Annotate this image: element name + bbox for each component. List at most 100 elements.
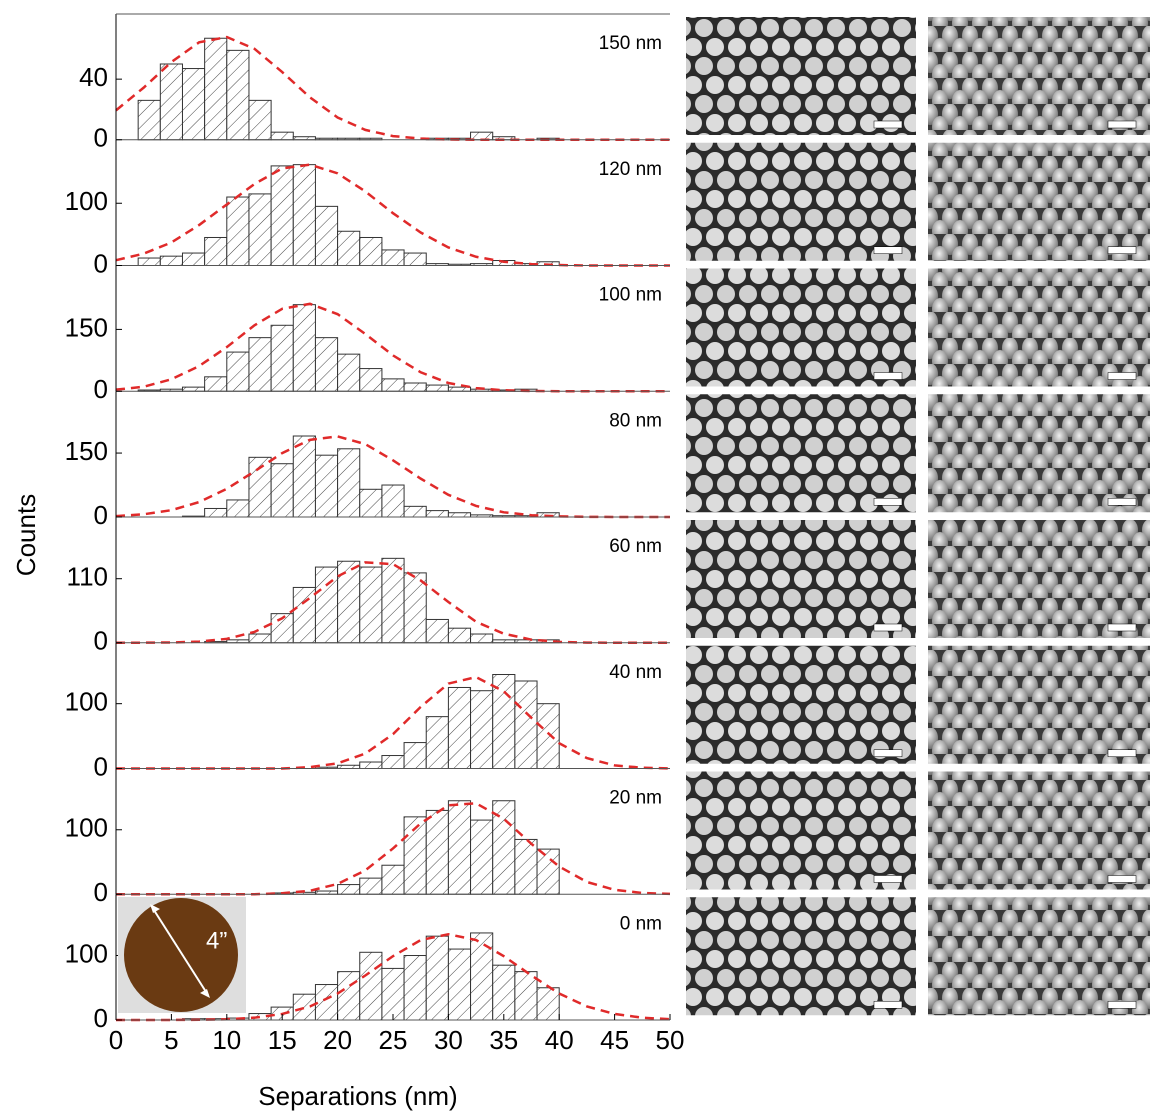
bar — [248, 337, 272, 392]
bar — [425, 716, 449, 770]
bar — [314, 984, 339, 1021]
sem-image — [928, 394, 1150, 513]
scale-bar — [1107, 623, 1137, 632]
bar — [425, 510, 449, 518]
scale-bar — [873, 1001, 903, 1009]
bar — [514, 680, 538, 769]
bar — [359, 761, 383, 770]
scale-bar — [1107, 1001, 1137, 1009]
panel-label: 80 nm — [609, 410, 662, 431]
sem-image — [686, 394, 916, 513]
bar — [425, 809, 449, 895]
scale-bar — [1107, 120, 1137, 129]
bar — [359, 236, 383, 267]
x-tick-label: 40 — [545, 1025, 574, 1055]
x-tick-label: 20 — [323, 1025, 352, 1055]
x-tick-label: 35 — [489, 1025, 518, 1055]
bar — [470, 633, 494, 644]
bar — [536, 848, 560, 895]
sem-image — [686, 897, 916, 1016]
bar — [204, 236, 228, 267]
x-tick-label: 15 — [268, 1025, 297, 1055]
sem-image — [686, 142, 916, 261]
bar — [359, 488, 383, 518]
panel-label: 20 nm — [609, 788, 662, 809]
bar — [381, 249, 405, 266]
y-tick-label: 0 — [94, 626, 108, 656]
bar — [337, 884, 361, 895]
sem-image — [928, 771, 1150, 890]
arrow-head — [150, 904, 160, 913]
panel: 0 150 100 nm — [65, 265, 670, 404]
bar — [337, 971, 361, 1021]
bar — [137, 257, 161, 266]
bar — [292, 435, 316, 518]
y-tick-label: 100 — [65, 186, 108, 216]
diameter-arrow — [151, 906, 209, 996]
scale-bar — [1107, 875, 1137, 883]
x-tick-label: 10 — [212, 1025, 241, 1055]
bar — [337, 353, 361, 392]
y-tick-label: 100 — [65, 938, 108, 968]
bar — [181, 252, 206, 266]
y-tick-label: 0 — [94, 1003, 108, 1033]
y-tick-label: 150 — [65, 436, 108, 466]
bar — [270, 324, 294, 392]
scale-bar — [873, 623, 903, 632]
scale-bar — [1107, 749, 1137, 757]
bar — [270, 165, 294, 266]
panel-label: 150 nm — [599, 33, 662, 54]
scale-bar — [1107, 246, 1137, 254]
bar — [204, 376, 228, 392]
bar — [514, 838, 538, 895]
sem-image — [928, 142, 1150, 261]
bar — [492, 964, 516, 1021]
y-tick-label: 0 — [94, 123, 108, 153]
bar — [359, 951, 383, 1021]
bar — [226, 196, 250, 266]
bar — [248, 633, 272, 644]
scale-bar — [1107, 372, 1137, 380]
bar — [381, 864, 405, 895]
panel: 0 40 150 nm — [79, 13, 670, 153]
scale-bar — [873, 372, 903, 380]
y-tick-label: 0 — [94, 500, 108, 530]
bar — [403, 505, 427, 518]
bar — [292, 586, 316, 644]
bar — [425, 935, 449, 1021]
fit-curve — [115, 561, 670, 644]
y-tick-label: 40 — [79, 62, 108, 92]
sem-image — [928, 897, 1150, 1016]
bar — [270, 463, 294, 518]
bar — [159, 63, 183, 141]
bar — [381, 967, 405, 1021]
bar — [270, 131, 294, 141]
x-axis-label: Separations (nm) — [258, 1081, 457, 1111]
sem-image — [928, 17, 1150, 135]
bar — [137, 99, 161, 141]
bar — [447, 948, 472, 1021]
sem-image — [928, 645, 1150, 764]
sem-image — [686, 520, 916, 638]
bar — [470, 819, 494, 895]
bar — [314, 205, 339, 267]
y-tick-label: 0 — [94, 877, 108, 907]
bar — [403, 955, 427, 1021]
bar — [403, 382, 427, 392]
scale-bar — [873, 120, 903, 129]
x-tick-label: 0 — [109, 1025, 123, 1055]
bar — [536, 703, 560, 770]
bar — [181, 68, 206, 141]
x-tick-label: 5 — [164, 1025, 178, 1055]
x-tick-label: 50 — [656, 1025, 685, 1055]
y-tick-label: 0 — [94, 248, 108, 278]
sem-image — [928, 268, 1150, 387]
bar — [226, 49, 250, 141]
bar — [359, 877, 383, 895]
arrow-head — [200, 989, 210, 998]
inset-label: 4” — [206, 927, 227, 954]
panel-label: 100 nm — [599, 285, 662, 306]
bar — [447, 686, 472, 770]
